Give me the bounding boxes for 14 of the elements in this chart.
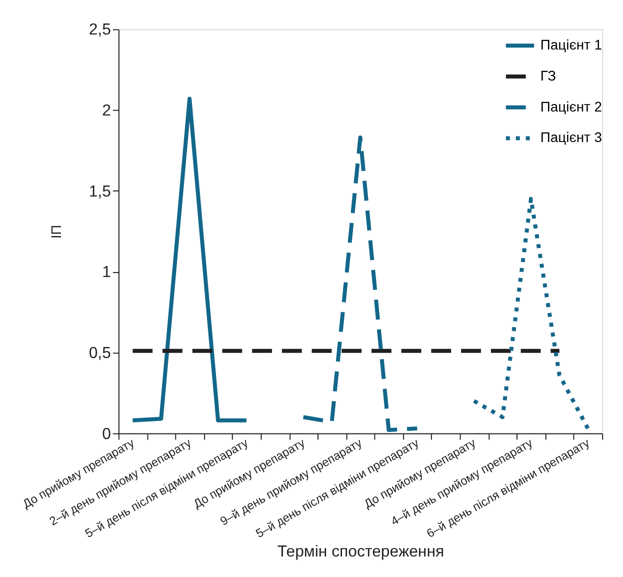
y-tick-label: 1,5 xyxy=(88,183,112,200)
y-tick-label: 2,5 xyxy=(88,22,112,39)
legend-label: ГЗ xyxy=(540,67,556,84)
legend-label: Пацієнт 2 xyxy=(540,98,602,114)
legend-label: Пацієнт 1 xyxy=(540,36,602,53)
legend-label: Пацієнт 3 xyxy=(540,129,602,146)
y-tick-label: 1 xyxy=(102,264,112,282)
y-tick-label: 0,5 xyxy=(88,344,112,362)
line-series xyxy=(472,196,590,430)
y-tick-label: 2 xyxy=(102,102,112,120)
y-tick-label: 0 xyxy=(102,426,112,443)
y-axis-title: ІП xyxy=(48,224,64,239)
x-axis-title: Термін спостереження xyxy=(277,544,444,561)
line-series xyxy=(301,136,420,432)
